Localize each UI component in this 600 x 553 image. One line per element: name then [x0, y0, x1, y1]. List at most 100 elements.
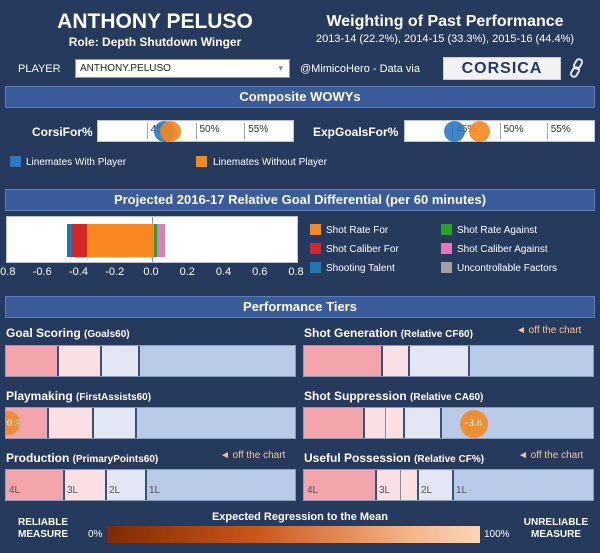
- projection-axis-tick-7: 0.6: [252, 266, 268, 278]
- wowy-header: Composite WOWYs: [5, 86, 595, 108]
- xg-point-with: [444, 121, 466, 142]
- playmaking-title: Playmaking (FirstAssists60): [6, 389, 151, 403]
- projection-header: Projected 2016-17 Relative Goal Differen…: [5, 189, 595, 211]
- legend-without-label: Linemates Without Player: [213, 157, 327, 168]
- projection-legend-swatch-0: [310, 224, 321, 235]
- projection-segment-uncontrollable-factors: [157, 224, 160, 257]
- projection-legend-swatch-1: [441, 224, 452, 235]
- xg-label: ExpGoalsFor%: [313, 125, 399, 139]
- xg-wowy-plot: 45% 50% 55%: [404, 120, 595, 142]
- useful-possession-tier-1l: 1L: [456, 485, 468, 496]
- player-role: Role: Depth Shutdown Winger: [68, 35, 242, 49]
- reliable-line1: RELIABLE: [18, 517, 68, 528]
- regression-title: Expected Regression to the Mean: [211, 511, 389, 523]
- useful-possession-tier-3l: 3L: [379, 485, 391, 496]
- projection-axis-tick-4: 0.0: [143, 266, 159, 278]
- shot-generation-offchart: ◄ off the chart: [516, 325, 582, 336]
- xg-tick-label-0: 45%: [456, 124, 477, 135]
- corsi-wowy-plot: 45%50%55%: [97, 120, 294, 142]
- corsi-tick-2: [244, 123, 246, 139]
- projection-legend: Shot Rate For Shot Rate Against Shot Calib…: [310, 224, 595, 284]
- projection-axis-tick-2: -0.4: [69, 266, 88, 278]
- useful-possession-tier-2l: 2L: [421, 485, 433, 496]
- projection-legend-label-0: Shot Rate For: [326, 225, 389, 236]
- projection-chart: [6, 216, 298, 263]
- chevron-down-icon: ▾: [278, 63, 283, 73]
- production-tier-2l: 2L: [109, 485, 121, 496]
- playmaking-label: Playmaking: [6, 389, 73, 403]
- projection-segment-shot-caliber-against: [159, 224, 165, 257]
- projection-legend-swatch-5: [441, 262, 452, 273]
- shot-generation-sub: (Relative CF60): [400, 329, 473, 340]
- goal-scoring-label: Goal Scoring: [6, 326, 81, 340]
- player-name: ANTHONY PELUSO: [57, 10, 253, 33]
- unreliable-line2: MEASURE: [530, 529, 581, 540]
- regression-max: 100%: [484, 529, 510, 540]
- link-icon[interactable]: [568, 58, 586, 78]
- useful-possession-offchart: ◄ off the chart: [518, 450, 584, 461]
- projection-legend-label-5: Uncontrollable Factors: [457, 263, 558, 274]
- tiers-header: Performance Tiers: [5, 296, 595, 318]
- projection-segment-shot-rate-against: [153, 224, 158, 257]
- xg-tick-2: [546, 123, 548, 139]
- projection-legend-swatch-2: [310, 243, 321, 254]
- playmaking-bar: 0.3: [5, 407, 296, 439]
- projection-legend-label-1: Shot Rate Against: [457, 225, 538, 236]
- weighting-title: Weighting of Past Performance: [326, 13, 564, 30]
- projection-axis-tick-1: -0.6: [32, 266, 52, 278]
- shot-generation-bar: [303, 345, 594, 377]
- shot-suppression-bar: -3.6: [303, 407, 594, 439]
- playmaking-sub: (FirstAssists60): [76, 392, 152, 403]
- corsi-tick-label-1: 50%: [199, 124, 220, 135]
- player-select[interactable]: ANTHONY.PELUSO ▾: [75, 59, 290, 78]
- regression-gradient: [107, 526, 480, 543]
- production-label: Production: [6, 451, 70, 465]
- projection-legend-label-3: Shot Caliber Against: [457, 244, 548, 255]
- corsi-label: CorsiFor%: [32, 125, 93, 139]
- useful-possession-sub: (Relative CF%): [414, 454, 485, 465]
- corsi-point-without: [160, 121, 182, 142]
- playmaking-marker-value: 0.3: [7, 418, 20, 428]
- xg-tick-1: [499, 123, 501, 139]
- useful-possession-label: Useful Possession: [304, 451, 411, 465]
- corsi-tick-0: [146, 123, 148, 139]
- production-bar: 4L 3L 2L 1L: [5, 469, 296, 501]
- xg-tick-label-1: 50%: [503, 124, 524, 135]
- reliable-line2: MEASURE: [17, 529, 68, 540]
- regression-min: 0%: [88, 529, 103, 540]
- projection-axis-tick-5: 0.2: [179, 266, 195, 278]
- shot-suppression-marker-value: -3.6: [465, 418, 483, 429]
- shot-suppression-sub: (Relative CA60): [410, 392, 484, 403]
- unreliable-label: UNRELIABLE MEASURE: [518, 517, 594, 541]
- projection-legend-swatch-3: [441, 243, 452, 254]
- production-sub: (PrimaryPoints60): [72, 454, 159, 465]
- corsica-logo[interactable]: CORSICA: [443, 57, 561, 80]
- production-offchart: ◄ off the chart: [220, 450, 286, 461]
- corsi-tick-label-2: 55%: [248, 124, 269, 135]
- projection-legend-swatch-4: [310, 262, 321, 273]
- legend-with-swatch: [10, 156, 21, 167]
- shot-generation-title: Shot Generation (Relative CF60): [304, 326, 473, 340]
- legend-with-label: Linemates With Player: [26, 157, 127, 168]
- projection-axis-tick-6: 0.4: [215, 266, 232, 278]
- useful-possession-bar: 4L 3L 2L 1L: [303, 469, 594, 501]
- shot-generation-label: Shot Generation: [304, 326, 398, 340]
- shot-suppression-title: Shot Suppression (Relative CA60): [304, 389, 483, 403]
- goal-scoring-sub: (Goals60): [84, 329, 130, 340]
- production-tier-4l: 4L: [9, 485, 21, 496]
- goal-scoring-title: Goal Scoring (Goals60): [6, 326, 130, 340]
- player-select-value: ANTHONY.PELUSO: [80, 63, 171, 74]
- projection-axis-tick-0: -0.8: [0, 266, 16, 278]
- projection-axis-tick-3: -0.2: [105, 266, 125, 278]
- projection-segment-shot-rate-for: [86, 224, 154, 257]
- shot-suppression-label: Shot Suppression: [304, 389, 407, 403]
- projection-axis-tick-8: 0.8: [288, 266, 304, 278]
- shot-suppression-marker: [460, 410, 488, 438]
- goal-scoring-bar: [5, 345, 296, 377]
- projection-legend-label-2: Shot Caliber For: [326, 244, 399, 255]
- corsi-tick-1: [195, 123, 197, 139]
- weighting-detail: 2013-14 (22.2%), 2014-15 (33.3%), 2015-1…: [315, 33, 575, 45]
- projection-segment-shot-caliber-for: [72, 224, 87, 257]
- unreliable-line1: UNRELIABLE: [523, 517, 589, 528]
- reliable-label: RELIABLE MEASURE: [8, 517, 78, 541]
